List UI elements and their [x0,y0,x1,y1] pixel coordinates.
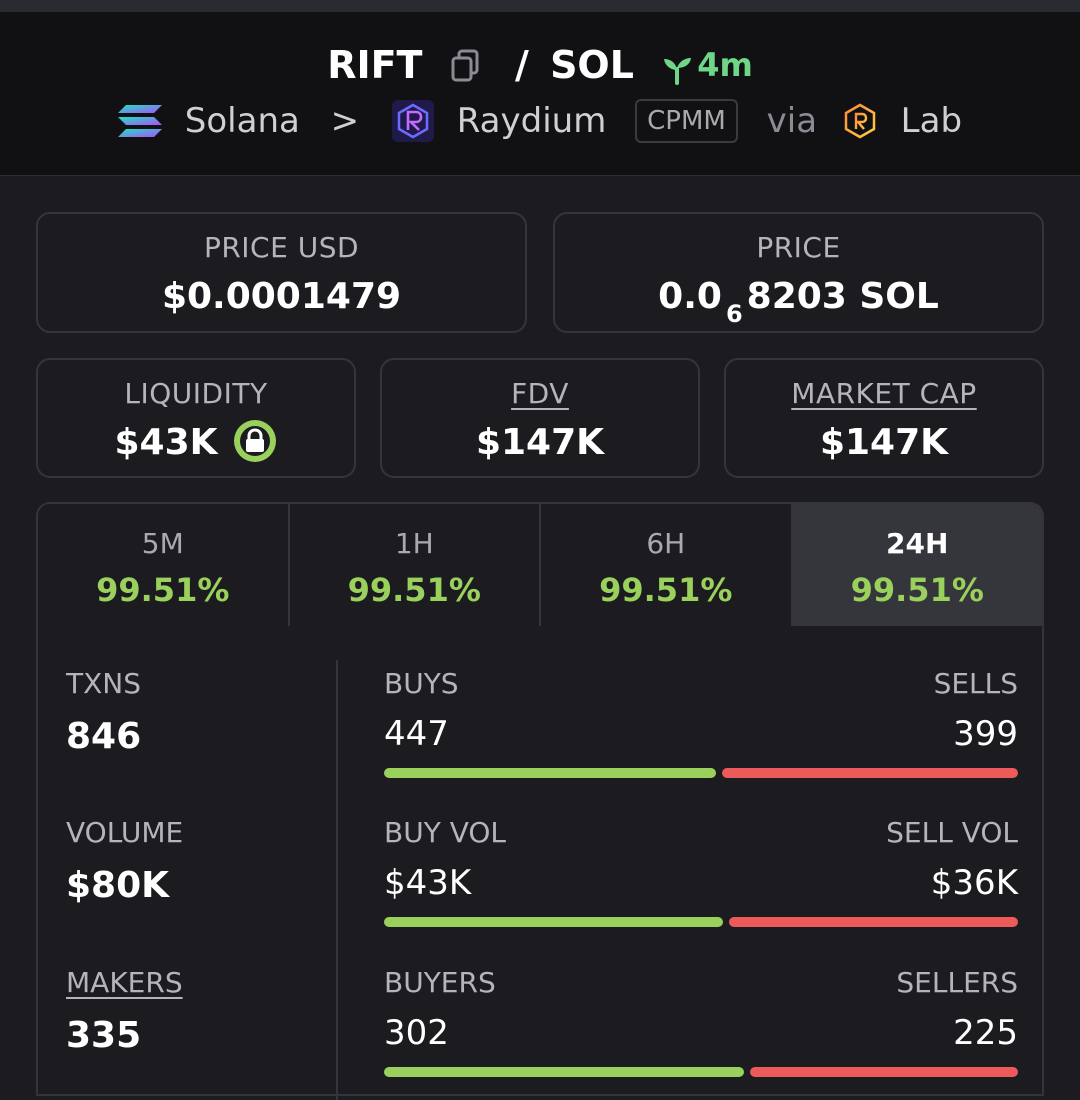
buys-label: BUYS [384,667,459,700]
via-text: via [766,100,818,141]
buys-sells-row: BUYS SELLS 447 399 [384,668,1018,778]
pair-title: RIFT / SOL 4m [0,40,1080,87]
quote-symbol: SOL [550,42,634,87]
price-native-label: PRICE [756,231,841,264]
tab-change: 99.51% [850,571,984,609]
price-native-zero-count: 6 [725,300,743,328]
tab-6h[interactable]: 6H 99.51% [541,504,793,626]
copy-icon[interactable] [450,48,480,82]
buyers-sellers-bar [384,1067,1018,1077]
tab-change: 99.51% [347,571,481,609]
chain-link[interactable]: Solana [184,100,300,141]
tab-5m[interactable]: 5M 99.51% [38,504,290,626]
buys-sells-bar [384,768,1018,778]
buyers-sellers-row: BUYERS SELLERS 302 225 [384,967,1018,1077]
stats-panel: TXNS 846 VOLUME $80K MAKERS 335 BUYS SELL… [36,626,1044,1100]
tab-change: 99.51% [599,571,733,609]
buyers-label: BUYERS [384,966,496,999]
makers-label[interactable]: MAKERS [66,966,183,999]
fdv-card: FDV $147K [380,358,700,478]
makers-value: 335 [66,1015,142,1056]
age-value: 4m [697,45,753,84]
pool-type-badge: CPMM [635,98,738,143]
price-native-value: 0.0 6 8203 SOL [555,276,1042,335]
lab-logo-icon [842,103,878,139]
price-native-card: PRICE 0.0 6 8203 SOL [553,212,1044,333]
chevron-right-icon: > [330,100,360,141]
tab-1h[interactable]: 1H 99.51% [289,504,541,626]
pair-separator: / [514,42,529,87]
fdv-label[interactable]: FDV [511,377,569,410]
sells-bar [722,768,1018,778]
sell-vol-value: $36K [930,863,1018,903]
liquidity-value: $43K [114,422,218,463]
buy-vol-label: BUY VOL [384,816,507,849]
buys-bar [384,768,716,778]
buys-value: 447 [384,714,449,754]
dex-link[interactable]: Raydium [456,100,607,141]
market-cap-card: MARKET CAP $147K [724,358,1044,478]
timeframe-tabs: 5M 99.51% 1H 99.51% 6H 99.51% 24H 99.51% [36,502,1044,626]
pair-header: RIFT / SOL 4m [0,12,1080,176]
chain-breadcrumb: Solana > Raydium CPMM via [0,96,1080,144]
price-usd-card: PRICE USD $0.0001479 [36,212,527,333]
lock-icon[interactable] [232,418,278,464]
top-strip [0,0,1080,12]
txns-stat: TXNS 846 [66,668,141,758]
price-native-rest: 8203 SOL [746,276,939,317]
buyers-value: 302 [384,1013,449,1053]
market-cap-label[interactable]: MARKET CAP [791,377,977,410]
tab-change: 99.51% [96,571,230,609]
market-cap-value: $147K [819,422,949,463]
sellers-label: SELLERS [896,966,1018,999]
tab-label: 1H [394,527,434,560]
volume-label: VOLUME [66,816,184,849]
sell-vol-bar [729,917,1018,927]
price-usd-label: PRICE USD [203,231,360,264]
sell-vol-label: SELL VOL [886,816,1018,849]
txns-label: TXNS [66,667,142,700]
raydium-logo-icon [391,99,434,142]
makers-stat: MAKERS 335 [66,967,183,1057]
tab-label: 6H [646,527,686,560]
tab-24h[interactable]: 24H 99.51% [792,504,1042,626]
sellers-value: 225 [953,1013,1018,1053]
price-native-prefix: 0.0 [658,276,722,317]
panel-divider [336,660,338,1100]
volume-stat: VOLUME $80K [66,817,183,907]
solana-logo-icon [117,104,162,138]
sprout-icon [661,52,693,85]
txns-value: 846 [66,716,142,757]
base-symbol: RIFT [327,42,423,87]
buy-sell-volume-row: BUY VOL SELL VOL $43K $36K [384,817,1018,927]
volume-value: $80K [66,865,170,906]
launchpad-link[interactable]: Lab [900,100,963,141]
buy-vol-bar [384,917,723,927]
buy-sell-volume-bar [384,917,1018,927]
tab-label: 24H [886,527,949,560]
fdv-value: $147K [475,422,605,463]
sells-value: 399 [953,714,1018,754]
liquidity-label: LIQUIDITY [124,377,268,410]
pair-age: 4m [661,43,753,87]
tab-label: 5M [141,527,184,560]
sells-label: SELLS [933,667,1018,700]
buyers-bar [384,1067,744,1077]
liquidity-value-row: $43K [38,420,354,464]
liquidity-card: LIQUIDITY $43K [36,358,356,478]
buy-vol-value: $43K [384,863,472,903]
sellers-bar [750,1067,1018,1077]
price-usd-value: $0.0001479 [161,276,402,317]
